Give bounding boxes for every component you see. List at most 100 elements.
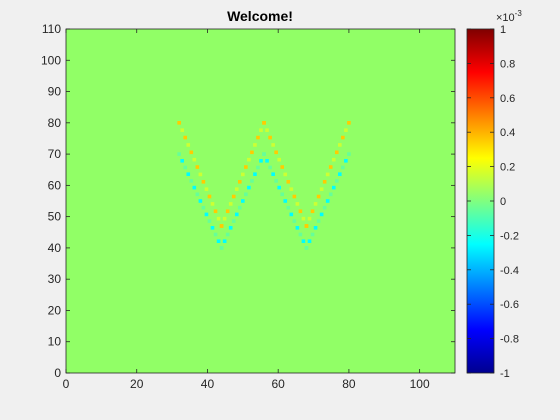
heatmap-cell xyxy=(290,213,294,217)
heatmap-cell xyxy=(341,136,345,140)
heatmap-cell xyxy=(308,239,312,243)
heatmap-cell xyxy=(305,224,309,228)
heatmap-cell xyxy=(177,121,181,125)
heatmap-cell xyxy=(211,202,215,206)
colorbar-tick-label: 0 xyxy=(500,196,506,208)
heatmap-cell xyxy=(271,143,275,147)
heatmap-cell xyxy=(220,224,224,228)
heatmap-cell xyxy=(280,165,284,169)
colorbar-gradient xyxy=(467,29,494,373)
heatmap-cell xyxy=(326,173,330,177)
x-tick-label: 60 xyxy=(272,377,286,391)
heatmap-cell xyxy=(229,202,233,206)
heatmap-cell xyxy=(232,219,236,223)
heatmap-cell xyxy=(280,192,284,196)
heatmap-cell xyxy=(277,158,281,162)
colorbar-exponent: ×10-3 xyxy=(496,9,522,24)
heatmap-cell xyxy=(177,152,181,156)
heatmap-cell xyxy=(241,173,245,177)
heatmap-cell xyxy=(320,187,324,191)
heatmap-cell xyxy=(320,213,324,217)
heatmap-cell xyxy=(223,217,227,221)
heatmap-cell xyxy=(332,186,336,190)
colorbar-tick-label: 0.4 xyxy=(500,127,515,139)
heatmap-cell xyxy=(299,233,303,237)
heatmap-cell xyxy=(253,143,257,147)
heatmap-cell xyxy=(202,206,206,210)
heatmap-cell xyxy=(323,180,327,184)
heatmap-cell xyxy=(199,173,203,177)
heatmap-cell xyxy=(256,166,260,170)
colorbar-tick-label: -0.6 xyxy=(500,299,519,311)
heatmap-cell xyxy=(232,195,236,199)
heatmap-cell xyxy=(235,187,239,191)
heatmap-cell xyxy=(214,209,218,213)
heatmap-cell xyxy=(189,151,193,155)
heatmap-cell xyxy=(196,192,200,196)
colorbar-tick-label: -0.2 xyxy=(500,230,519,242)
heatmap-cell xyxy=(180,128,184,132)
heatmap-cell xyxy=(244,192,248,196)
heatmap-cell xyxy=(286,206,290,210)
heatmap-cell xyxy=(344,128,348,132)
heatmap-cell xyxy=(211,226,215,230)
heatmap-cell xyxy=(262,121,266,125)
heatmap-cell xyxy=(311,233,315,237)
heatmap-cell xyxy=(226,233,230,237)
heatmap-cell xyxy=(196,165,200,169)
plot-area: 0 20 40 60 80 100 0102030405060708090100110 xyxy=(41,22,455,391)
heatmap-cell xyxy=(302,239,306,243)
y-tick-label: 110 xyxy=(42,22,61,36)
heatmap-cell xyxy=(208,195,212,199)
heatmap-cell xyxy=(347,152,351,156)
heatmap-cell xyxy=(235,213,239,217)
heatmap-cell xyxy=(293,195,297,199)
heatmap-cell xyxy=(217,239,221,243)
heatmap-cell xyxy=(208,219,212,223)
heatmap-cell xyxy=(205,187,209,191)
heatmap-cell xyxy=(244,165,248,169)
colorbar-tick-label: 0.6 xyxy=(500,93,515,105)
heatmap-cell xyxy=(186,172,190,176)
heatmap-cell xyxy=(283,173,287,177)
heatmap-cell xyxy=(202,180,206,184)
heatmap-cell xyxy=(223,239,227,243)
heatmap-cell xyxy=(186,143,190,147)
y-tick-label: 90 xyxy=(48,85,62,99)
colorbar-tick-label: 0.2 xyxy=(500,162,515,174)
heatmap-cell xyxy=(238,180,242,184)
heatmap-cell xyxy=(323,206,327,210)
y-tick-label: 100 xyxy=(41,53,61,67)
heatmap-cell xyxy=(193,186,197,190)
heatmap-cell xyxy=(247,158,251,162)
heatmap-cell xyxy=(299,209,303,213)
heatmap-cell xyxy=(271,172,275,176)
heatmap-cell xyxy=(347,121,351,125)
heatmap-cell xyxy=(259,128,263,132)
heatmap-cell xyxy=(250,179,254,183)
x-tick-label: 0 xyxy=(63,377,70,391)
heatmap-cell xyxy=(274,179,278,183)
colorbar-exponent-base: ×10 xyxy=(496,12,515,24)
heatmap-cell xyxy=(296,202,300,206)
colorbar-tick-label: -1 xyxy=(500,368,510,380)
heatmap-cell xyxy=(314,226,318,230)
heatmap-cell xyxy=(268,166,272,170)
x-tick-label: 100 xyxy=(410,377,430,391)
y-tick-label: 70 xyxy=(48,147,62,161)
heatmap-cell xyxy=(317,219,321,223)
heatmap-cell xyxy=(317,195,321,199)
heatmap-cell xyxy=(338,143,342,147)
y-tick-label: 60 xyxy=(48,178,62,192)
heatmap-background xyxy=(66,29,455,373)
heatmap-cell xyxy=(259,159,263,163)
heatmap-cell xyxy=(344,159,348,163)
colorbar-tick-label: 0.8 xyxy=(500,58,515,70)
y-tick-label: 30 xyxy=(48,272,62,286)
heatmap-cell xyxy=(250,151,254,155)
x-tick-label: 80 xyxy=(342,377,356,391)
heatmap-cell xyxy=(286,180,290,184)
heatmap-cell xyxy=(180,159,184,163)
heatmap-cell xyxy=(189,179,193,183)
